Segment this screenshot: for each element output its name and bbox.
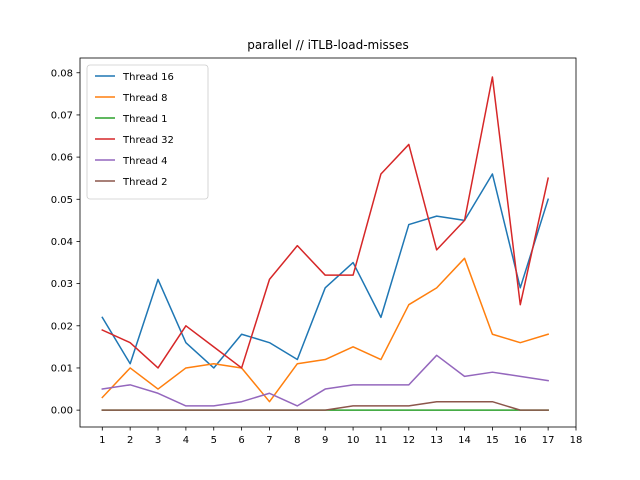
- legend-label-thread-32: Thread 32: [122, 135, 174, 146]
- y-tick-label: 0.08: [51, 68, 73, 79]
- series-line-thread-2: [101, 400, 549, 411]
- x-tick-label: 1: [99, 435, 105, 446]
- x-tick-label: 8: [294, 435, 300, 446]
- series-line-thread-4: [101, 354, 549, 407]
- x-tick-label: 6: [238, 435, 244, 446]
- legend: Thread 16 Thread 8 Thread 1 Thread 32 Thread…: [86, 64, 209, 200]
- x-tick-label: 7: [266, 435, 272, 446]
- legend-label-thread-4: Thread 4: [122, 156, 168, 167]
- x-tick-label: 3: [155, 435, 161, 446]
- y-tick-label: 0.02: [51, 321, 73, 332]
- legend-label-thread-16: Thread 16: [122, 72, 174, 83]
- x-tick-label: 10: [347, 435, 360, 446]
- x-tick-label: 2: [127, 435, 133, 446]
- y-tick-label: 0.01: [51, 363, 73, 374]
- series-line-thread-16: [101, 173, 550, 369]
- chart-title: parallel // iTLB-load-misses: [247, 38, 408, 52]
- y-axis: 0.00 0.01 0.02 0.03 0.04 0.05 0.06 0.07 0.08: [51, 68, 80, 417]
- x-tick-label: 15: [486, 435, 499, 446]
- x-tick-label: 16: [514, 435, 527, 446]
- x-tick-label: 11: [375, 435, 388, 446]
- y-tick-label: 0.05: [51, 195, 73, 206]
- x-tick-label: 12: [402, 435, 415, 446]
- x-tick-label: 4: [183, 435, 189, 446]
- y-tick-label: 0.04: [51, 237, 73, 248]
- plot-frame: [79, 57, 577, 428]
- x-tick-label: 9: [322, 435, 328, 446]
- series-group: [101, 76, 550, 411]
- series-line-thread-8: [101, 257, 550, 403]
- legend-label-thread-2: Thread 2: [122, 177, 168, 188]
- x-tick-label: 13: [430, 435, 443, 446]
- plot-area: [79, 57, 577, 428]
- y-tick-label: 0.03: [51, 279, 73, 290]
- y-tick-label: 0.00: [51, 406, 73, 417]
- y-tick-label: 0.06: [51, 153, 73, 164]
- x-tick-label: 17: [542, 435, 555, 446]
- x-axis: 1 2 3 4 5 6 7 8 9 10 11 12 13 14 15 16 17 18: [99, 427, 582, 446]
- x-tick-label: 18: [570, 435, 583, 446]
- x-tick-label: 5: [211, 435, 217, 446]
- series-line-thread-32: [101, 76, 550, 369]
- x-tick-label: 14: [458, 435, 471, 446]
- legend-box: [86, 64, 209, 200]
- legend-label-thread-8: Thread 8: [122, 93, 168, 104]
- y-tick-label: 0.07: [51, 110, 73, 121]
- legend-label-thread-1: Thread 1: [122, 114, 168, 125]
